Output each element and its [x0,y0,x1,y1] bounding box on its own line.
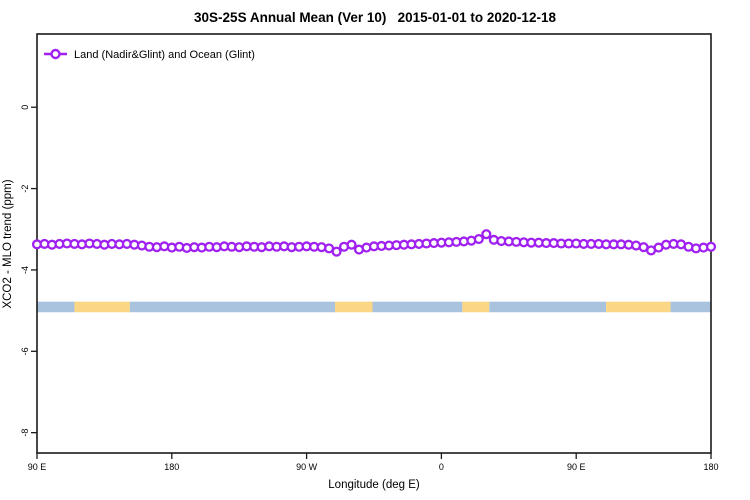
x-tick-label: 90 E [567,462,586,472]
surface-band-segment-ocean [129,301,336,313]
data-point-marker [346,239,357,250]
y-tick-label: 0 [20,105,30,110]
x-axis-title: Longitude (deg E) [328,479,420,491]
data-point-marker [473,233,484,245]
surface-band-segment-ocean [372,301,463,313]
legend-label: Land (Nadir&Glint) and Ocean (Glint) [74,49,255,61]
y-tick-label: -2 [20,185,30,193]
data-point-marker [705,241,717,252]
chart-title: 30S-25S Annual Mean (Ver 10) 2015-01-01 … [194,10,556,25]
legend-open-circle-icon [50,48,61,60]
x-tick-label: 180 [703,462,718,472]
legend: Land (Nadir&Glint) and Ocean (Glint) [44,49,255,61]
surface-band-segment-land [335,301,373,313]
y-tick-label: -8 [20,429,30,437]
y-tick-label: -6 [20,347,30,355]
surface-band-segment-land [462,301,490,313]
data-point-marker [331,246,342,257]
x-tick-label: 0 [439,462,444,472]
x-tick-label: 90 E [28,462,47,472]
surface-band-segment-land [606,301,671,313]
x-axis-ticks: 90 E 180 90 W 0 90 E 180 [28,453,719,472]
data-series [31,229,717,257]
surface-band-segment-ocean [37,301,75,313]
surface-type-band [37,301,711,313]
y-axis-ticks: 0 -2 -4 -6 -8 [20,105,37,437]
data-point-marker [481,229,492,240]
x-tick-label: 90 W [296,462,318,472]
surface-band-segment-ocean [670,301,711,313]
surface-band-segment-land [74,301,130,313]
surface-band-segment-ocean [489,301,607,313]
y-tick-label: -4 [20,266,30,274]
y-axis-title: XCO2 - MLO trend (ppm) [2,179,14,308]
x-tick-label: 180 [164,462,179,472]
